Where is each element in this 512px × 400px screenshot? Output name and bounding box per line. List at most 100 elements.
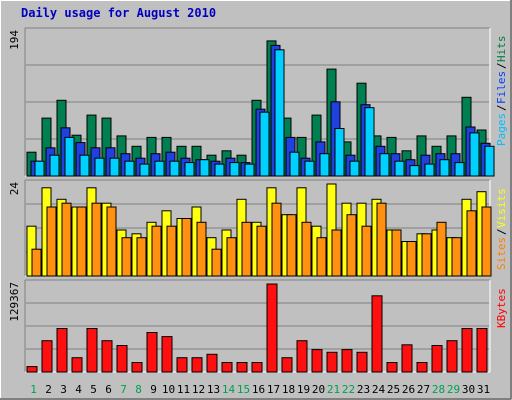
bar-kbytes-day-20: [311, 349, 323, 373]
x-tick-label-day-31: 31: [477, 383, 490, 396]
bar-kbytes-day-11: [176, 357, 188, 373]
bar-pages-day-16: [259, 111, 270, 177]
x-tick-label-day-7: 7: [120, 383, 127, 396]
bar-pages-day-19: [304, 160, 315, 177]
bar-sites-day-11: [181, 218, 192, 277]
bar-sites-day-31: [481, 206, 492, 277]
bar-pages-day-23: [364, 107, 375, 177]
bar-sites-day-3: [61, 202, 72, 277]
legend-label-sites: Sites: [495, 237, 508, 270]
bar-kbytes-day-8: [131, 362, 143, 373]
bar-pages-day-5: [94, 157, 105, 177]
chart-title: Daily usage for August 2010: [21, 6, 216, 20]
bar-sites-day-21: [331, 229, 342, 277]
bar-pages-day-27: [424, 163, 435, 177]
bar-kbytes-day-15: [236, 362, 248, 373]
bar-sites-day-20: [316, 237, 327, 277]
bar-sites-day-2: [46, 206, 57, 277]
bar-kbytes-day-23: [356, 351, 368, 373]
bar-kbytes-day-2: [41, 340, 53, 373]
x-tick-label-day-26: 26: [402, 383, 415, 396]
bar-kbytes-day-3: [56, 328, 68, 373]
x-tick-label-day-16: 16: [252, 383, 265, 396]
x-tick-label-day-24: 24: [372, 383, 386, 396]
bar-pages-day-12: [199, 159, 210, 177]
bar-sites-day-14: [226, 237, 237, 277]
bar-sites-day-22: [346, 214, 357, 277]
x-tick-label-day-23: 23: [357, 383, 370, 396]
bar-pages-day-28: [439, 159, 450, 177]
bar-sites-day-28: [436, 221, 447, 277]
bar-kbytes-day-31: [476, 328, 488, 373]
bar-sites-day-4: [76, 206, 87, 277]
bar-sites-day-8: [136, 237, 147, 277]
bar-kbytes-day-10: [161, 336, 173, 373]
bar-pages-day-22: [349, 160, 360, 177]
bar-kbytes-day-14: [221, 362, 233, 373]
bar-pages-day-7: [124, 160, 135, 177]
x-tick-label-day-9: 9: [150, 383, 157, 396]
bar-pages-day-4: [79, 154, 90, 177]
bar-sites-day-30: [466, 210, 477, 277]
bar-kbytes-day-5: [86, 328, 98, 373]
bar-pages-day-6: [109, 157, 120, 177]
x-tick-label-day-8: 8: [135, 383, 142, 396]
legend-separator: /: [495, 228, 508, 235]
x-tick-label-day-27: 27: [417, 383, 430, 396]
x-tick-label-day-29: 29: [447, 383, 460, 396]
x-tick-label-day-22: 22: [342, 383, 355, 396]
bar-pages-day-11: [184, 162, 195, 177]
bar-pages-day-30: [469, 132, 480, 177]
x-tick-label-day-2: 2: [45, 383, 52, 396]
bar-sites-day-13: [211, 248, 222, 277]
bar-sites-day-23: [361, 225, 372, 277]
panel-mid-max-label: 24: [8, 182, 21, 196]
panel-bottom-max-label: 129367: [8, 282, 21, 322]
legend-label-visits: Visits: [495, 188, 508, 228]
bar-pages-day-14: [229, 162, 240, 177]
legend-separator: /: [495, 62, 508, 69]
x-tick-label-day-17: 17: [267, 383, 280, 396]
bar-kbytes-day-17: [266, 283, 278, 373]
bar-kbytes-day-7: [116, 345, 128, 373]
bar-kbytes-day-18: [281, 357, 293, 373]
bar-pages-day-10: [169, 160, 180, 177]
bar-sites-day-18: [286, 214, 297, 277]
x-tick-label-day-1: 1: [30, 383, 37, 396]
bar-pages-day-3: [64, 136, 75, 177]
x-tick-label-day-20: 20: [312, 383, 325, 396]
bar-sites-day-10: [166, 225, 177, 277]
x-tick-label-day-15: 15: [237, 383, 250, 396]
bar-pages-day-25: [394, 160, 405, 177]
bar-kbytes-day-21: [326, 351, 338, 373]
bar-sites-day-24: [376, 202, 387, 277]
bar-sites-day-16: [256, 225, 267, 277]
bar-sites-day-12: [196, 221, 207, 277]
bar-pages-day-8: [139, 163, 150, 177]
bar-kbytes-day-13: [206, 353, 218, 373]
bar-sites-day-7: [121, 237, 132, 277]
x-tick-label-day-30: 30: [462, 383, 475, 396]
bar-sites-day-6: [106, 206, 117, 277]
bar-sites-day-27: [421, 233, 432, 277]
bar-kbytes-day-6: [101, 340, 113, 373]
bar-pages-day-1: [34, 160, 45, 177]
x-tick-label-day-25: 25: [387, 383, 400, 396]
bar-sites-day-25: [391, 229, 402, 277]
bar-pages-day-9: [154, 160, 165, 177]
x-tick-label-day-10: 10: [162, 383, 175, 396]
bar-kbytes-day-19: [296, 340, 308, 373]
x-tick-label-day-13: 13: [207, 383, 220, 396]
bar-kbytes-day-16: [251, 362, 263, 373]
x-tick-label-day-19: 19: [297, 383, 310, 396]
x-tick-label-day-5: 5: [90, 383, 97, 396]
bar-kbytes-day-26: [401, 344, 413, 373]
legend-label-pages: Pages: [495, 113, 508, 146]
bar-pages-day-31: [484, 145, 495, 177]
x-tick-label-day-14: 14: [222, 383, 236, 396]
bar-kbytes-day-9: [146, 332, 158, 373]
bar-sites-day-17: [271, 202, 282, 277]
bar-pages-day-15: [244, 163, 255, 177]
legend-separator: /: [495, 104, 508, 111]
